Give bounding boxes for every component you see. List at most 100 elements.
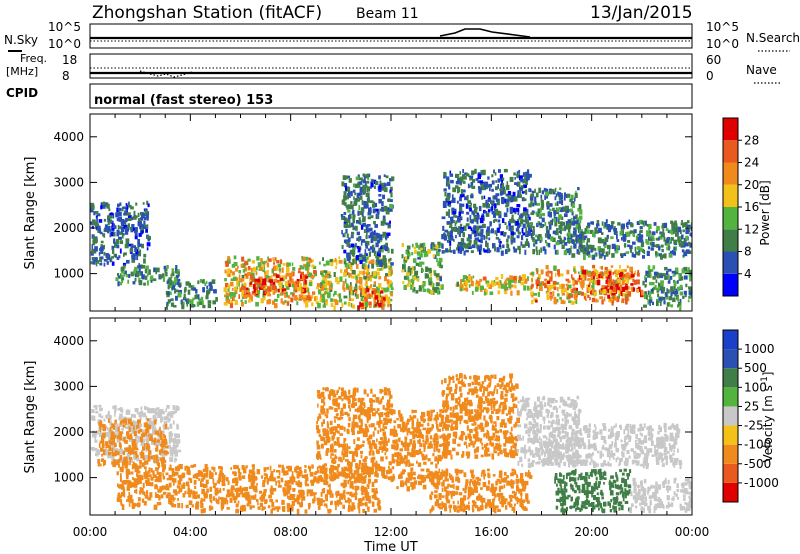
radar-cell (525, 171, 528, 176)
radar-cell (458, 211, 462, 217)
radar-cell (140, 271, 143, 276)
beam-label: Beam 11 (356, 6, 419, 22)
radar-cell (209, 486, 213, 492)
radar-cell (157, 488, 162, 493)
radar-cell (504, 222, 507, 225)
radar-cell (596, 223, 600, 227)
radar-cell (375, 259, 379, 264)
radar-cell (206, 488, 209, 493)
radar-cell (353, 226, 356, 230)
radar-cell (355, 290, 358, 294)
radar-cell (117, 212, 120, 217)
radar-cell (366, 180, 370, 184)
radar-cell (145, 434, 150, 440)
radar-cell (298, 281, 301, 284)
radar-cell (364, 487, 368, 491)
radar-cell (327, 509, 331, 514)
radar-cell (238, 274, 241, 280)
radar-cell (375, 208, 379, 212)
radar-cell (391, 248, 394, 254)
radar-cell (562, 244, 565, 248)
radar-cell (623, 269, 627, 272)
radar-cell (511, 279, 515, 283)
radar-cell (353, 480, 357, 484)
radar-cell (601, 221, 604, 226)
radar-cell (238, 294, 240, 299)
radar-cell (407, 252, 411, 257)
radar-cell (664, 240, 668, 246)
radar-cell (362, 458, 366, 462)
radar-cell (145, 213, 149, 219)
radar-cell (352, 183, 356, 188)
radar-cell (295, 281, 299, 286)
radar-cell (311, 274, 315, 278)
radar-cell (616, 233, 618, 240)
radar-cell (592, 231, 595, 237)
radar-cell (579, 209, 583, 215)
radar-cell (570, 245, 573, 250)
radar-cell (168, 501, 171, 505)
radar-cell (183, 288, 186, 293)
radar-cell (287, 262, 291, 267)
radar-cell (362, 257, 366, 262)
radar-cell (338, 259, 343, 264)
radar-cell (209, 473, 213, 476)
radar-cell (312, 265, 317, 269)
radar-cell (571, 239, 575, 244)
radar-cell (171, 285, 175, 290)
radar-cell (571, 274, 573, 279)
radar-cell (100, 240, 104, 244)
radar-cell (204, 464, 208, 469)
radar-cell (504, 198, 507, 204)
radar-cell (495, 186, 498, 191)
radar-cell (322, 277, 326, 281)
radar-cell (352, 486, 354, 490)
radar-cell (618, 290, 623, 295)
radar-cell (389, 203, 393, 209)
radar-cell (243, 487, 246, 492)
radar-cell (157, 456, 160, 461)
radar-cell (174, 457, 176, 463)
radar-cell (341, 398, 344, 402)
radar-cell (620, 254, 624, 258)
radar-cell (442, 200, 447, 206)
radar-cell (119, 225, 121, 229)
radar-cell (145, 448, 148, 453)
radar-cell (129, 459, 131, 466)
radar-cell (187, 470, 191, 476)
radar-cell (343, 258, 347, 264)
radar-cell (430, 243, 433, 249)
radar-cell (202, 474, 206, 480)
radar-cell (93, 221, 97, 226)
radar-cell (348, 290, 351, 296)
radar-cell (459, 180, 463, 184)
radar-cell (625, 290, 628, 294)
radar-cell (114, 450, 118, 455)
radar-cell (167, 285, 170, 290)
radar-cell (100, 250, 104, 254)
radar-cell (375, 242, 379, 248)
radar-cell (437, 241, 441, 246)
radar-cell (546, 284, 551, 288)
radar-cell (338, 502, 343, 505)
radar-cell (362, 502, 365, 506)
radar-cell (267, 293, 272, 297)
radar-cell (177, 449, 182, 453)
radar-cell (534, 196, 537, 202)
radar-cell (144, 224, 146, 227)
radar-cell (142, 482, 145, 489)
radar-cell (544, 221, 547, 226)
radar-cell (593, 275, 595, 280)
radar-cell (287, 480, 291, 483)
radar-cell (617, 279, 621, 283)
radar-cell (524, 175, 526, 180)
radar-cell (525, 208, 529, 213)
radar-cell (470, 250, 474, 254)
radar-cell (364, 490, 368, 496)
radar-cell (136, 411, 139, 415)
radar-cell (433, 270, 437, 273)
radar-cell (601, 285, 605, 290)
radar-cell (142, 491, 146, 495)
radar-cell (574, 220, 579, 225)
radar-cell (117, 434, 122, 438)
